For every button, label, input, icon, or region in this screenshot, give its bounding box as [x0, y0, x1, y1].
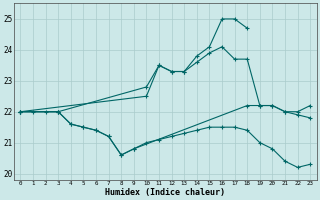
- X-axis label: Humidex (Indice chaleur): Humidex (Indice chaleur): [105, 188, 225, 197]
